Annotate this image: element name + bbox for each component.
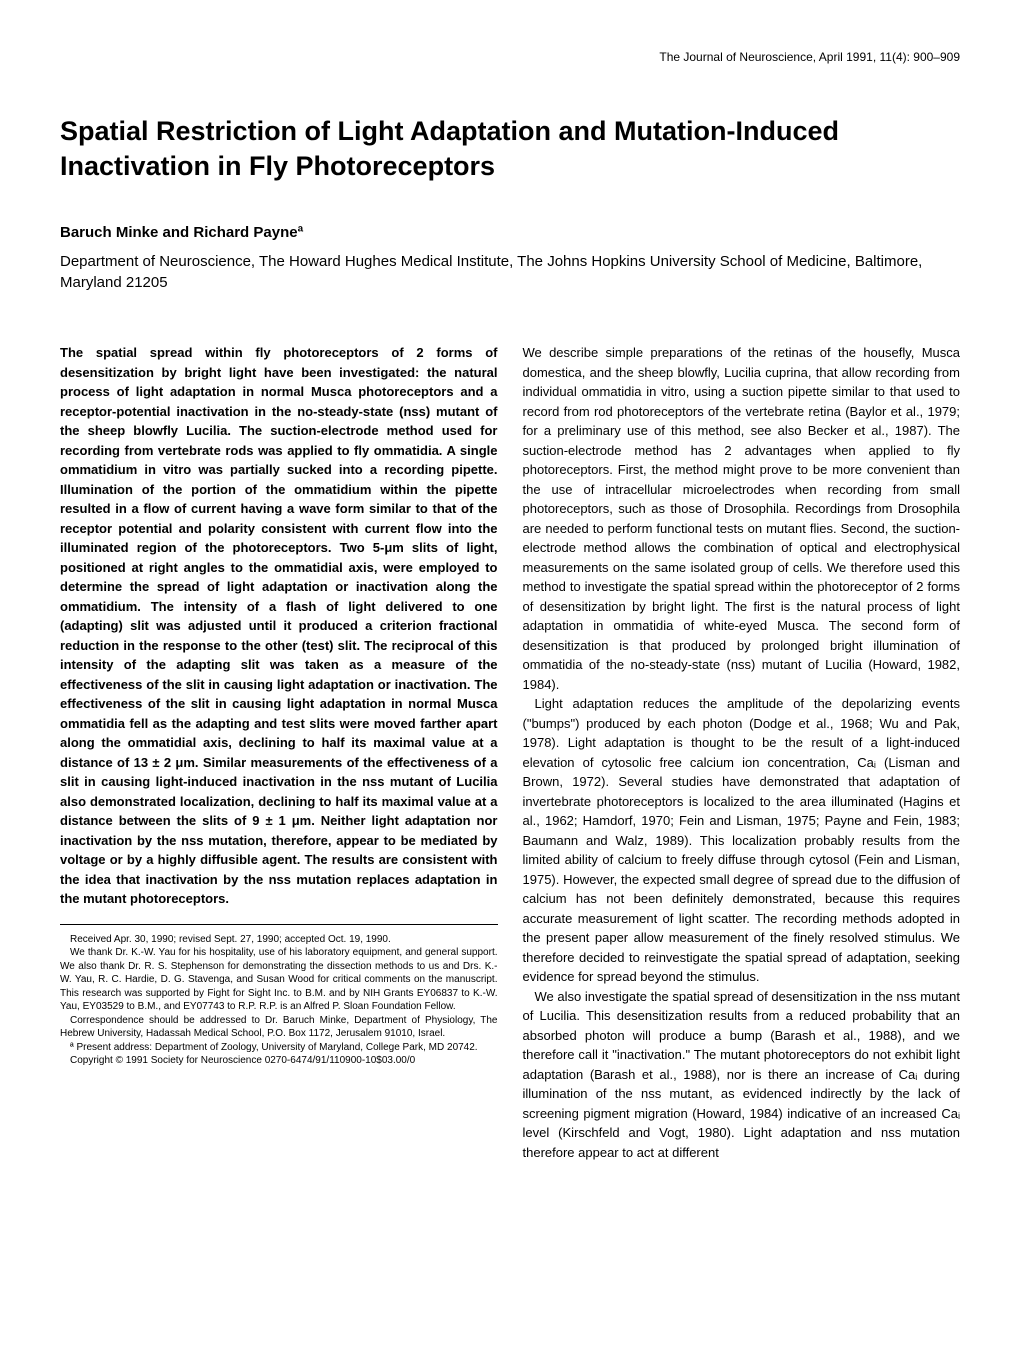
footnotes: Received Apr. 30, 1990; revised Sept. 27… <box>60 933 498 1068</box>
footnote-present: ª Present address: Department of Zoology… <box>60 1041 498 1055</box>
body-paragraph-1: We describe simple preparations of the r… <box>523 343 961 694</box>
authors: Baruch Minke and Richard Payneª <box>60 224 960 241</box>
paper-title: Spatial Restriction of Light Adaptation … <box>60 114 960 184</box>
footnote-copyright: Copyright © 1991 Society for Neuroscienc… <box>60 1054 498 1068</box>
footnote-received: Received Apr. 30, 1990; revised Sept. 27… <box>60 933 498 947</box>
content-columns: The spatial spread within fly photorecep… <box>60 343 960 1162</box>
body-paragraph-3: We also investigate the spatial spread o… <box>523 987 961 1163</box>
right-column: We describe simple preparations of the r… <box>523 343 961 1162</box>
body-paragraph-2: Light adaptation reduces the amplitude o… <box>523 694 961 987</box>
left-column: The spatial spread within fly photorecep… <box>60 343 498 1162</box>
abstract: The spatial spread within fly photorecep… <box>60 343 498 909</box>
affiliation: Department of Neuroscience, The Howard H… <box>60 251 960 293</box>
footnote-thanks: We thank Dr. K.-W. Yau for his hospitali… <box>60 946 498 1014</box>
journal-reference: The Journal of Neuroscience, April 1991,… <box>60 50 960 64</box>
footnote-separator <box>60 924 498 925</box>
footnote-correspondence: Correspondence should be addressed to Dr… <box>60 1014 498 1041</box>
